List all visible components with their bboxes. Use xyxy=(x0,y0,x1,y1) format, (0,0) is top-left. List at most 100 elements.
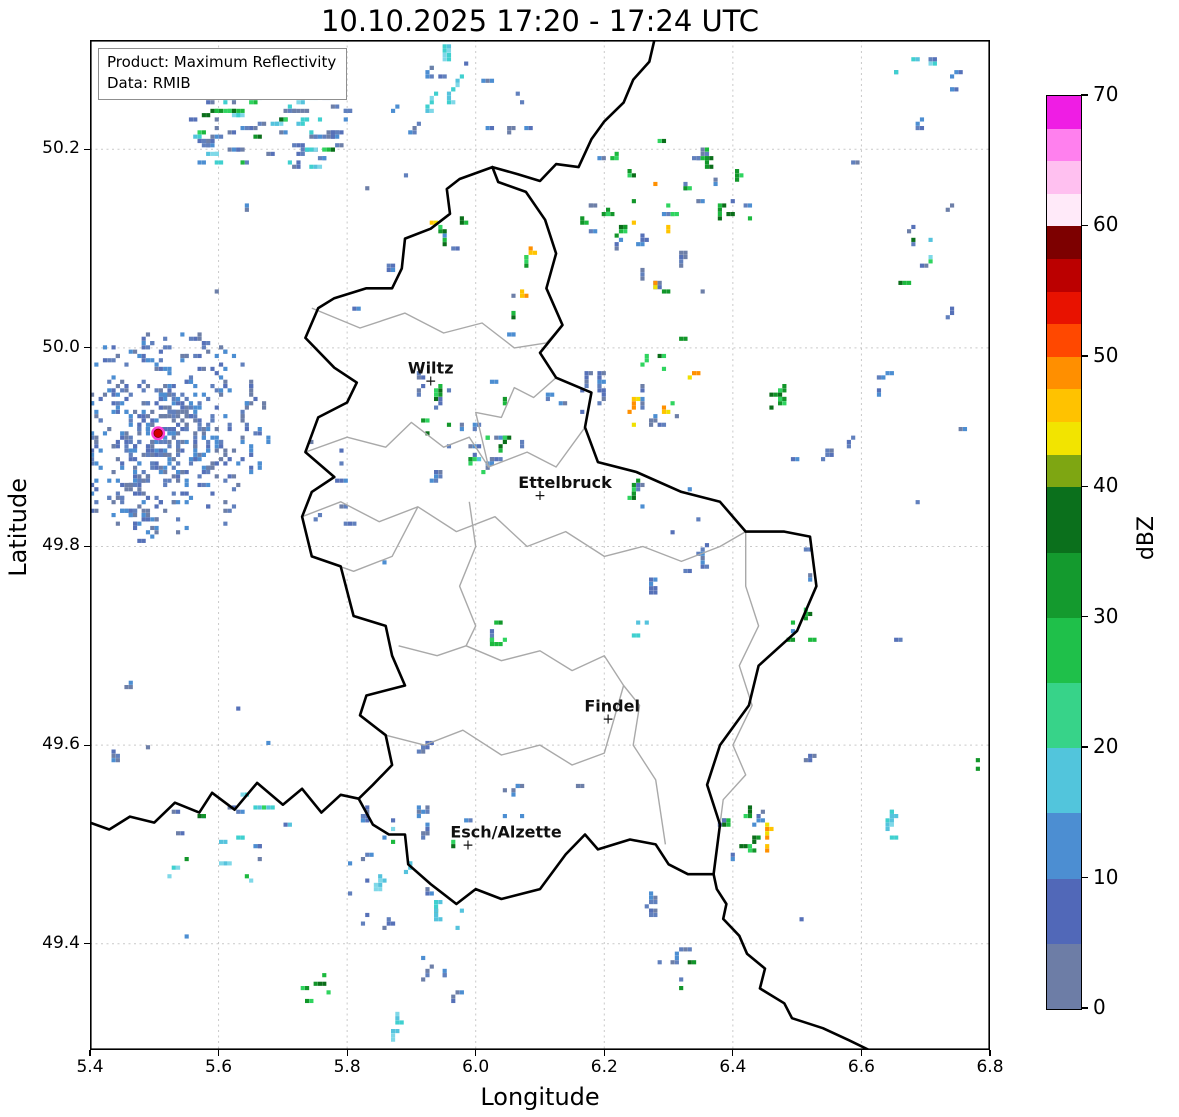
radar-echo-pixel xyxy=(214,134,219,139)
radar-echo-pixel xyxy=(176,401,181,406)
radar-echo-pixel xyxy=(184,857,189,862)
radar-echo-pixel xyxy=(360,857,366,862)
radar-echo-pixel xyxy=(735,177,740,182)
radar-echo-pixel xyxy=(141,491,146,496)
radar-echo-pixel xyxy=(631,482,636,488)
radar-echo-pixel xyxy=(313,134,318,139)
radar-echo-pixel xyxy=(141,517,146,522)
radar-echo-pixel xyxy=(472,452,477,457)
radar-echo-pixel xyxy=(133,525,138,531)
radar-echo-pixel xyxy=(709,164,714,169)
radar-echo-pixel xyxy=(257,805,262,810)
radar-echo-pixel xyxy=(610,156,615,161)
radar-echo-pixel xyxy=(636,633,641,638)
radar-echo-pixel xyxy=(249,878,254,883)
radar-echo-pixel xyxy=(150,439,155,445)
radar-echo-pixel xyxy=(184,500,189,505)
radar-echo-pixel xyxy=(416,392,421,397)
radar-echo-pixel xyxy=(176,865,181,870)
radar-echo-pixel xyxy=(262,121,267,126)
radar-echo-pixel xyxy=(434,220,439,225)
radar-echo-pixel xyxy=(309,134,314,139)
radar-echo-pixel xyxy=(137,474,142,479)
country-border xyxy=(300,165,818,906)
radar-echo-pixel xyxy=(735,169,740,174)
radar-echo-pixel xyxy=(700,564,705,569)
radar-echo-pixel xyxy=(145,745,151,750)
radar-echo-pixel xyxy=(300,986,305,991)
radar-echo-pixel xyxy=(395,104,400,109)
radar-echo-pixel xyxy=(210,151,215,156)
radar-echo-pixel xyxy=(429,964,434,969)
radar-echo-pixel xyxy=(236,482,241,488)
radar-echo-pixel xyxy=(262,805,267,810)
radar-echo-pixel xyxy=(257,134,262,139)
radar-echo-pixel xyxy=(330,147,335,152)
radar-echo-pixel xyxy=(511,315,516,320)
city-marker-cross: + xyxy=(462,837,474,853)
radar-echo-pixel xyxy=(115,478,120,483)
colorbar-tick-label: 30 xyxy=(1093,603,1119,628)
radar-echo-pixel xyxy=(459,220,464,225)
radar-echo-pixel xyxy=(154,461,159,466)
colorbar xyxy=(1046,95,1082,1010)
radar-echo-pixel xyxy=(661,366,667,371)
radar-echo-pixel xyxy=(683,568,688,574)
radar-echo-pixel xyxy=(249,384,254,389)
radar-echo-pixel xyxy=(489,78,495,83)
radar-echo-pixel xyxy=(958,70,963,75)
x-axis-label: Longitude xyxy=(480,1083,600,1111)
radar-echo-pixel xyxy=(150,525,155,531)
radar-echo-pixel xyxy=(240,457,245,462)
radar-echo-pixel xyxy=(283,822,288,827)
radar-echo-pixel xyxy=(434,405,439,410)
radar-echo-pixel xyxy=(107,379,112,384)
radar-echo-pixel xyxy=(111,753,116,758)
radar-echo-pixel xyxy=(950,203,955,208)
radar-echo-pixel xyxy=(618,229,624,234)
radar-echo-pixel xyxy=(257,461,262,466)
radar-echo-pixel xyxy=(416,805,421,810)
radar-echo-pixel xyxy=(352,521,357,526)
radar-echo-pixel xyxy=(382,878,387,883)
radar-echo-pixel xyxy=(141,353,146,359)
radar-echo-pixel xyxy=(244,207,249,212)
radar-echo-pixel xyxy=(240,809,245,814)
radar-echo-pixel xyxy=(193,409,198,414)
radar-echo-pixel xyxy=(188,405,194,410)
radar-echo-pixel xyxy=(661,405,667,410)
radar-echo-pixel xyxy=(249,392,254,397)
radar-echo-pixel xyxy=(494,457,499,462)
radar-echo-pixel xyxy=(124,431,129,436)
radar-echo-pixel xyxy=(163,508,168,513)
radar-echo-pixel xyxy=(339,448,344,453)
radar-echo-pixel xyxy=(704,543,710,548)
radar-echo-pixel xyxy=(98,448,103,453)
radar-echo-pixel xyxy=(640,242,645,247)
radar-echo-pixel xyxy=(339,461,344,466)
radar-echo-pixel xyxy=(176,517,181,522)
radar-echo-pixel xyxy=(115,409,120,414)
radar-echo-pixel xyxy=(386,921,391,926)
radar-echo-pixel xyxy=(438,74,443,79)
radar-echo-pixel xyxy=(442,242,447,247)
radar-echo-pixel xyxy=(683,336,688,341)
radar-echo-pixel xyxy=(176,444,181,449)
radar-echo-pixel xyxy=(176,414,181,419)
radar-echo-pixel xyxy=(778,388,783,393)
radar-echo-pixel xyxy=(128,452,133,457)
radar-echo-pixel xyxy=(214,427,219,432)
radar-echo-pixel xyxy=(640,405,645,410)
radar-echo-pixel xyxy=(231,113,237,118)
radar-echo-pixel xyxy=(735,173,740,178)
radar-echo-pixel xyxy=(911,237,916,242)
radar-echo-pixel xyxy=(391,1037,396,1042)
radar-echo-pixel xyxy=(223,461,228,466)
radar-echo-pixel xyxy=(317,981,323,986)
radar-echo-pixel xyxy=(176,470,181,475)
radar-echo-pixel xyxy=(756,814,761,819)
radar-echo-pixel xyxy=(829,452,834,457)
radar-echo-pixel xyxy=(640,401,645,406)
radar-echo-pixel xyxy=(94,487,99,492)
colorbar-tick-label: 10 xyxy=(1093,864,1119,889)
